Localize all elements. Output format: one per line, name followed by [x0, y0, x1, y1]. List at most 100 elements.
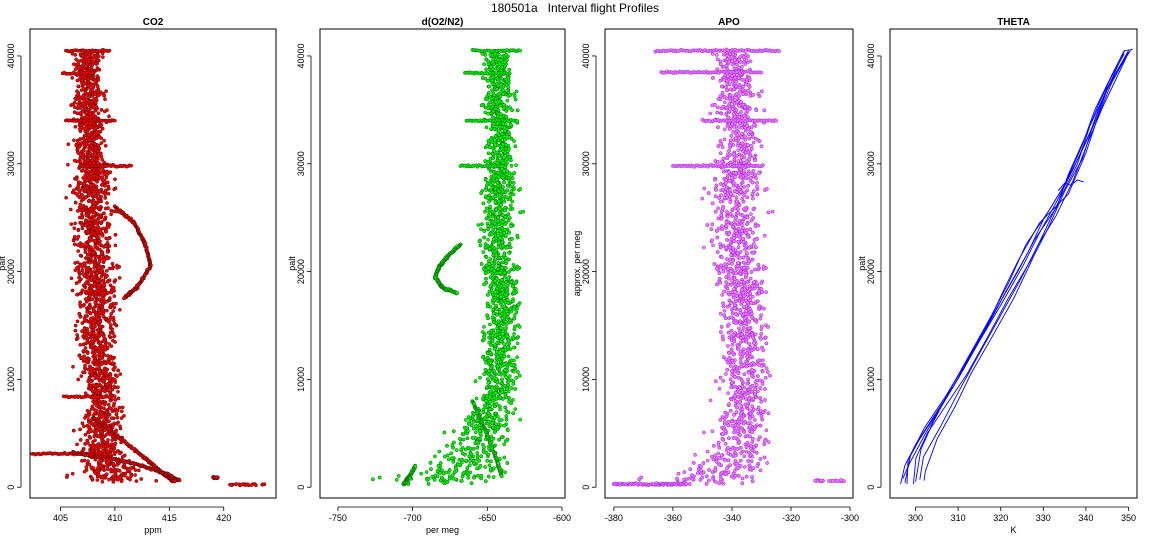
data-point	[110, 438, 115, 442]
data-point	[112, 450, 117, 455]
data-point	[82, 181, 87, 186]
data-point	[97, 366, 101, 370]
data-point	[105, 256, 110, 261]
data-point	[85, 150, 90, 154]
data-point	[105, 353, 110, 358]
data-point	[119, 409, 124, 414]
data-point	[96, 148, 100, 153]
data-point	[73, 96, 78, 101]
data-point	[104, 472, 109, 477]
data-point	[89, 183, 93, 187]
data-point	[104, 361, 109, 366]
data-point	[77, 65, 82, 69]
y-tick-label: 0	[6, 485, 16, 490]
data-point	[81, 126, 86, 131]
data-point	[129, 474, 133, 479]
data-point	[81, 207, 85, 212]
data-point	[93, 238, 97, 243]
data-point	[101, 379, 106, 384]
data-point	[76, 249, 81, 253]
data-point	[101, 299, 106, 304]
data-point	[96, 236, 101, 240]
data-point	[71, 364, 75, 369]
data-point	[97, 189, 102, 194]
data-point	[97, 359, 102, 363]
data-point	[83, 256, 88, 260]
data-point	[91, 189, 96, 194]
data-point	[83, 106, 87, 111]
data-point	[474, 396, 479, 401]
data-point	[105, 221, 110, 226]
data-point	[88, 89, 93, 94]
data-point	[66, 142, 71, 147]
data-point	[105, 279, 110, 284]
data-point	[113, 243, 118, 248]
data-point	[172, 479, 177, 483]
data-point	[117, 405, 122, 410]
data-point	[496, 245, 501, 250]
data-point	[116, 468, 120, 472]
data-point	[97, 427, 102, 431]
data-point	[83, 169, 88, 174]
figure-title: 180501a Interval flight Profiles	[490, 1, 660, 15]
data-point	[115, 265, 120, 270]
data-point	[115, 408, 120, 413]
data-point	[75, 333, 80, 337]
data-point	[85, 275, 89, 280]
data-point	[100, 352, 104, 357]
data-point	[105, 108, 109, 112]
data-point	[96, 199, 101, 203]
data-point	[83, 175, 88, 180]
data-point	[134, 479, 139, 483]
data-point	[87, 124, 92, 129]
data-point	[91, 327, 96, 332]
data-point	[82, 261, 86, 265]
data-point	[103, 97, 107, 102]
data-point	[96, 391, 101, 396]
data-point	[78, 241, 83, 246]
data-point	[78, 314, 83, 319]
data-point	[64, 195, 68, 200]
data-point	[102, 367, 107, 372]
data-point	[458, 441, 463, 446]
data-point	[111, 479, 116, 484]
data-point	[107, 235, 112, 240]
data-point	[80, 268, 85, 273]
data-point	[471, 419, 476, 424]
data-point	[133, 468, 138, 472]
data-point	[82, 370, 87, 375]
data-point	[100, 293, 105, 298]
data-point	[471, 426, 476, 431]
data-point	[87, 56, 92, 61]
data-point	[108, 283, 113, 288]
data-point	[98, 340, 103, 345]
data-point	[102, 180, 107, 184]
data-point	[424, 470, 429, 474]
data-point	[487, 347, 492, 352]
data-point	[80, 329, 84, 334]
data-point	[112, 384, 116, 389]
data-point	[90, 153, 95, 157]
data-point	[78, 438, 83, 442]
data-point	[497, 367, 502, 372]
data-point	[77, 270, 81, 274]
data-point	[85, 158, 90, 163]
data-point	[74, 177, 79, 181]
data-point	[432, 478, 437, 482]
data-point	[88, 260, 92, 265]
data-point	[113, 441, 118, 446]
data-point	[109, 290, 114, 295]
y-tick-label: 10000	[6, 367, 16, 392]
panel-1: -750 -700 -650 -600010000200003000040000d(O…	[287, 17, 571, 535]
data-point	[89, 407, 94, 411]
data-point	[102, 389, 107, 394]
data-point	[95, 270, 100, 275]
data-point	[91, 226, 96, 231]
data-point	[76, 92, 81, 97]
data-point	[86, 128, 90, 133]
data-point	[108, 381, 113, 386]
y-tick-label: 30000	[6, 151, 16, 176]
data-point	[102, 184, 107, 188]
data-point	[92, 369, 97, 373]
data-point	[98, 355, 103, 360]
